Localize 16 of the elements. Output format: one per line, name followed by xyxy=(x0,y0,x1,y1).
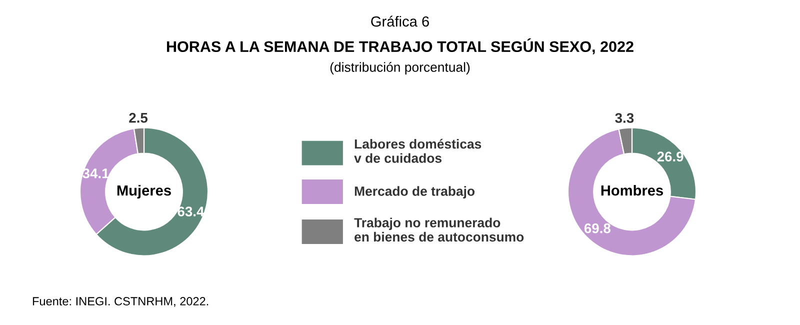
data-label: 63.4 xyxy=(178,206,204,216)
text: HORAS A LA SEMANA DE TRABAJO TOTAL SEGÚN SEXO, 2022 xyxy=(167,38,634,54)
text: Mujeres xyxy=(117,184,171,199)
donut-slice xyxy=(567,128,696,256)
data-label: 2.5 xyxy=(129,112,148,123)
legend-label: Trabajo no remunerado en bienes de autoconsumo xyxy=(354,218,524,242)
data-label: 34.1 xyxy=(82,168,109,178)
text: (distribución porcentual) xyxy=(330,62,470,74)
source-note: Fuente: INEGI. CSTNRHM, 2022. xyxy=(32,297,208,307)
text: Hombres xyxy=(601,184,664,196)
data-label: 69.8 xyxy=(584,223,611,234)
legend-label: Mercado de trabajo xyxy=(354,186,475,198)
data-label: 3.3 xyxy=(615,113,634,123)
data-label: 26.9 xyxy=(657,152,684,162)
text: Gráfica 6 xyxy=(371,16,429,27)
legend-label: Labores domésticas v de cuidados xyxy=(354,138,482,163)
